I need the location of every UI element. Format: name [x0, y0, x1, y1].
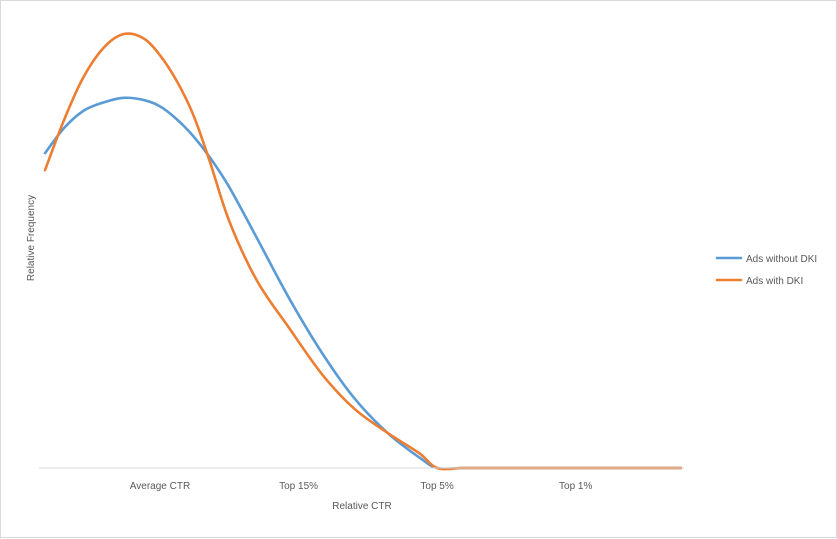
series-line-1	[43, 96, 683, 471]
x-tick-labels: Average CTR Top 15% Top 5% Top 1%	[130, 481, 593, 492]
x-tick-label: Top 1%	[559, 481, 592, 492]
legend-label: Ads without DKI	[746, 254, 817, 265]
series-layer	[43, 32, 683, 471]
y-axis-title: Relative Frequency	[26, 195, 37, 281]
x-tick-label: Average CTR	[130, 481, 190, 492]
x-axis-title: Relative CTR	[332, 501, 391, 512]
legend-label: Ads with DKI	[746, 276, 803, 287]
legend: Ads without DKI Ads with DKI	[715, 254, 817, 287]
x-tick-label: Top 5%	[420, 481, 453, 492]
x-tick-label: Top 15%	[279, 481, 318, 492]
